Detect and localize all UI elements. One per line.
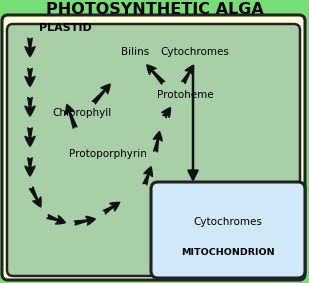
Text: Cytochromes: Cytochromes xyxy=(193,217,262,227)
Text: Protoheme: Protoheme xyxy=(157,90,213,100)
Text: PHOTOSYNTHETIC ALGA: PHOTOSYNTHETIC ALGA xyxy=(46,1,263,16)
Text: PLASTID: PLASTID xyxy=(39,23,91,33)
Text: Bilins: Bilins xyxy=(121,47,149,57)
FancyBboxPatch shape xyxy=(151,182,305,278)
Text: Protoporphyrin: Protoporphyrin xyxy=(69,149,147,159)
Text: Chlorophyll: Chlorophyll xyxy=(52,108,112,118)
Text: MITOCHONDRION: MITOCHONDRION xyxy=(181,248,275,258)
FancyBboxPatch shape xyxy=(2,15,305,280)
Text: Cytochromes: Cytochromes xyxy=(161,47,230,57)
FancyBboxPatch shape xyxy=(7,24,300,276)
